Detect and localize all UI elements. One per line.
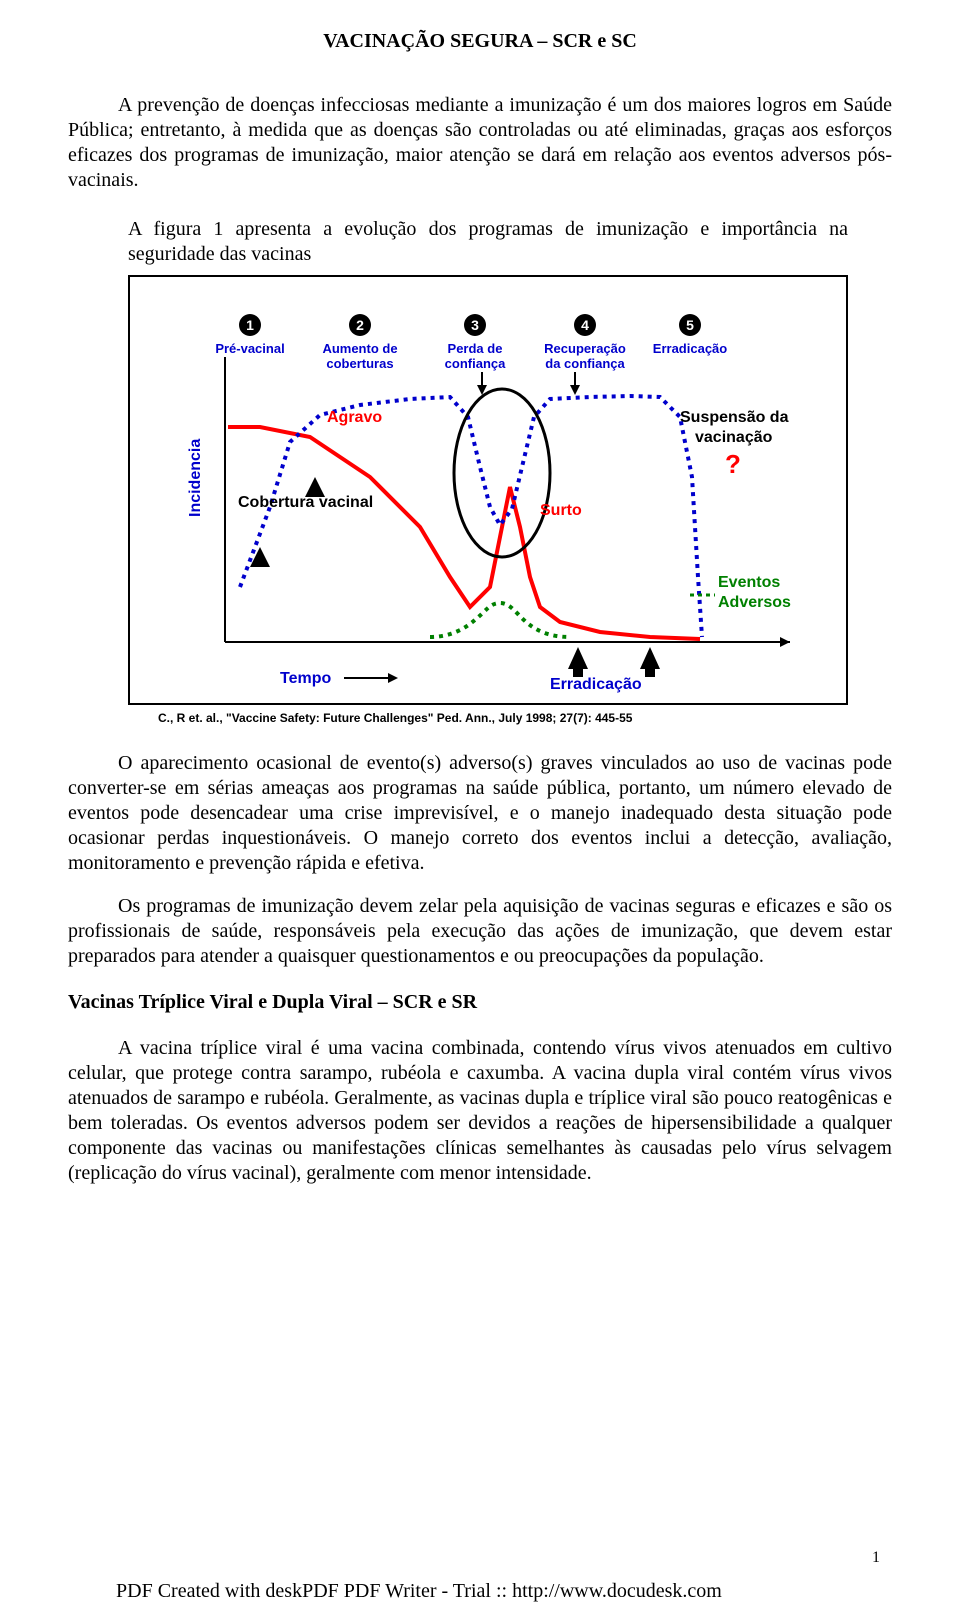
- suspensao-label-1: Suspensão da: [680, 409, 789, 426]
- confidence-arrow-down-2-head: [570, 385, 580, 395]
- pdf-footer-credit: PDF Created with deskPDF PDF Writer - Tr…: [116, 1580, 722, 1603]
- phase-label: Aumento de: [322, 341, 397, 356]
- phase-number: 4: [581, 317, 589, 333]
- arrow-2: [305, 477, 325, 497]
- paragraph-2: O aparecimento ocasional de evento(s) ad…: [68, 751, 892, 876]
- eventos-label-1: Eventos: [718, 574, 780, 591]
- phase-label: coberturas: [326, 356, 393, 371]
- surto-label: Surto: [540, 502, 582, 519]
- page-number: 1: [872, 1549, 880, 1567]
- erradicacao-arrow-1: [568, 647, 588, 677]
- phase-label: confiança: [445, 356, 506, 371]
- paragraph-3: Os programas de imunização devem zelar p…: [68, 894, 892, 969]
- tempo-arrow-head: [388, 673, 398, 683]
- suspensao-q: ?: [725, 449, 741, 479]
- agravo-label: Agravo: [327, 409, 382, 426]
- paragraph-4: A vacina tríplice viral é uma vacina com…: [68, 1036, 892, 1186]
- suspensao-label-2: vacinação: [695, 429, 773, 446]
- erradicacao-arrow-2: [640, 647, 660, 677]
- phase-number: 3: [471, 317, 479, 333]
- page-title: VACINAÇÃO SEGURA – SCR e SC: [68, 30, 892, 53]
- cobertura-line: [240, 396, 702, 637]
- phase-label: Erradicação: [653, 341, 727, 356]
- phase-number: 1: [246, 317, 254, 333]
- phase-number: 2: [356, 317, 364, 333]
- tempo-label: Tempo: [280, 670, 331, 687]
- figure-caption: A figura 1 apresenta a evolução dos prog…: [128, 217, 848, 267]
- erradicacao-label: Erradicação: [550, 676, 642, 693]
- y-axis-label: Incidencia: [187, 439, 204, 517]
- chart-svg: 1 Pré-vacinal 2 Aumento decoberturas 3 Perda …: [130, 277, 846, 703]
- phase-number: 5: [686, 317, 694, 333]
- phase-label: Pré-vacinal: [215, 341, 284, 356]
- x-axis-arrow: [780, 637, 790, 647]
- section-heading: Vacinas Tríplice Viral e Dupla Viral – S…: [68, 991, 892, 1014]
- phase-label: da confiança: [545, 356, 625, 371]
- agravo-line: [228, 427, 700, 639]
- citation: C., R et. al., "Vaccine Safety: Future C…: [158, 711, 892, 725]
- phase-label: Recuperação: [544, 341, 626, 356]
- figure-1: 1 Pré-vacinal 2 Aumento decoberturas 3 Perda …: [128, 275, 848, 705]
- eventos-line: [430, 603, 570, 637]
- eventos-label-2: Adversos: [718, 594, 791, 611]
- intro-paragraph: A prevenção de doenças infecciosas media…: [68, 93, 892, 193]
- phase-label: Perda de: [448, 341, 503, 356]
